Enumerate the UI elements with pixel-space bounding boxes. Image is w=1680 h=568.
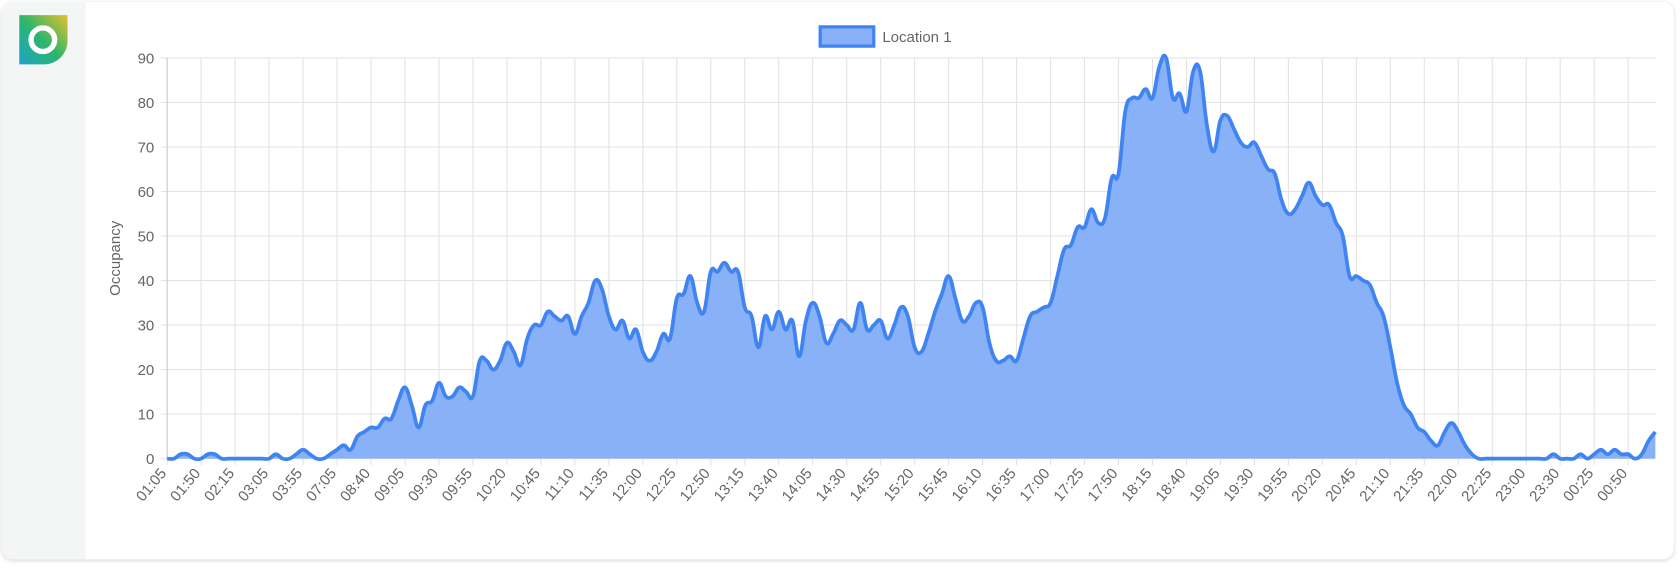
logo[interactable] [19,15,68,65]
y-axis-title: Occupancy [107,220,124,296]
y-tick-label: 40 [138,273,155,290]
y-tick-label: 60 [138,184,155,201]
legend-label: Location 1 [882,29,951,46]
sidebar [2,2,86,560]
y-tick-label: 70 [138,139,155,156]
y-tick-label: 80 [138,95,155,112]
y-tick-label: 90 [138,50,155,67]
legend-swatch [818,25,876,48]
y-tick-label: 50 [138,228,155,245]
y-tick-label: 20 [138,362,155,379]
logo-ring [28,25,58,55]
y-tick-label: 30 [138,317,155,334]
line [167,53,1657,462]
y-tick-label: 10 [138,406,155,423]
y-tick-label: 0 [146,451,154,468]
area [167,55,1656,460]
